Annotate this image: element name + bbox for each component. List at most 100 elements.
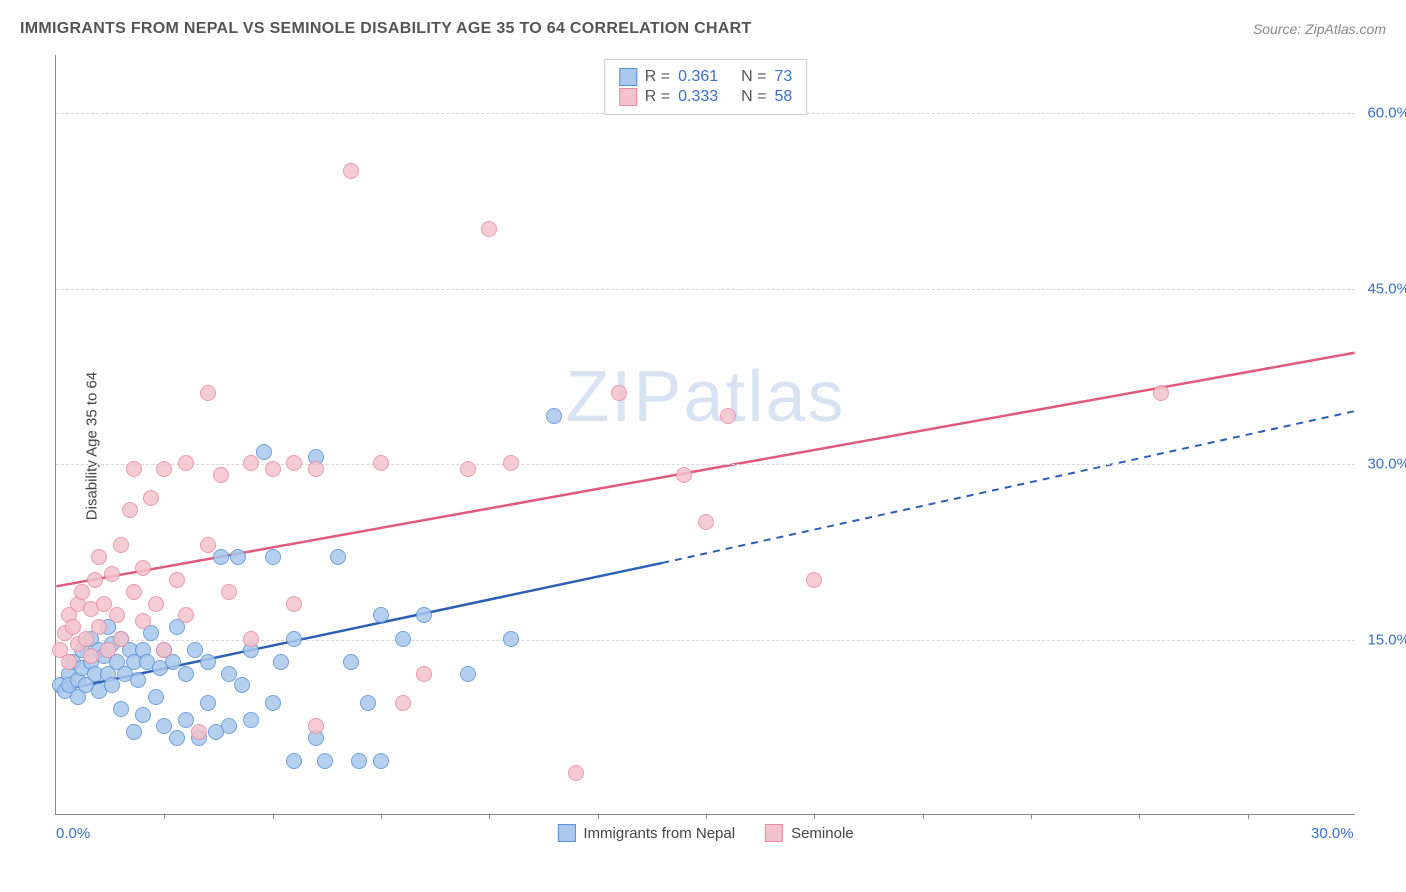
data-point	[200, 654, 216, 670]
data-point	[178, 607, 194, 623]
x-tick-mark	[164, 814, 165, 819]
data-point	[230, 549, 246, 565]
data-point	[169, 572, 185, 588]
data-point	[317, 753, 333, 769]
legend-label: Seminole	[791, 825, 854, 842]
data-point	[126, 461, 142, 477]
legend-swatch	[557, 824, 575, 842]
data-point	[83, 648, 99, 664]
data-point	[221, 718, 237, 734]
data-point	[243, 631, 259, 647]
data-point	[568, 765, 584, 781]
y-tick-label: 30.0%	[1367, 456, 1406, 473]
x-tick-label: 0.0%	[56, 825, 90, 842]
data-point	[113, 537, 129, 553]
data-point	[156, 461, 172, 477]
gridline	[56, 289, 1355, 290]
data-point	[135, 560, 151, 576]
data-point	[104, 677, 120, 693]
chart-area: ZIPatlas R =0.361N =73R =0.333N =58 Immi…	[55, 55, 1355, 815]
data-point	[265, 549, 281, 565]
legend-swatch	[765, 824, 783, 842]
data-point	[113, 701, 129, 717]
data-point	[143, 490, 159, 506]
data-point	[360, 695, 376, 711]
data-point	[96, 596, 112, 612]
data-point	[416, 607, 432, 623]
data-point	[676, 467, 692, 483]
trend-lines-layer	[56, 55, 1355, 814]
data-point	[65, 619, 81, 635]
data-point	[200, 537, 216, 553]
data-point	[416, 666, 432, 682]
data-point	[213, 467, 229, 483]
data-point	[91, 549, 107, 565]
data-point	[611, 385, 627, 401]
data-point	[546, 408, 562, 424]
legend-item: Immigrants from Nepal	[557, 824, 735, 842]
data-point	[126, 584, 142, 600]
x-tick-mark	[923, 814, 924, 819]
data-point	[351, 753, 367, 769]
data-point	[503, 631, 519, 647]
data-point	[234, 677, 250, 693]
data-point	[113, 631, 129, 647]
data-point	[373, 753, 389, 769]
data-point	[61, 654, 77, 670]
data-point	[243, 712, 259, 728]
data-point	[286, 596, 302, 612]
data-point	[308, 461, 324, 477]
source-label: Source: ZipAtlas.com	[1253, 21, 1386, 37]
data-point	[265, 461, 281, 477]
data-point	[720, 408, 736, 424]
data-point	[148, 689, 164, 705]
data-point	[100, 642, 116, 658]
data-point	[200, 385, 216, 401]
data-point	[343, 654, 359, 670]
data-point	[286, 753, 302, 769]
data-point	[330, 549, 346, 565]
legend-correlation: R =0.361N =73 R =0.333N =58	[604, 59, 807, 115]
data-point	[78, 631, 94, 647]
data-point	[503, 455, 519, 471]
legend-label: Immigrants from Nepal	[583, 825, 735, 842]
data-point	[74, 584, 90, 600]
y-tick-label: 15.0%	[1367, 631, 1406, 648]
data-point	[178, 712, 194, 728]
chart-title: IMMIGRANTS FROM NEPAL VS SEMINOLE DISABI…	[20, 20, 752, 38]
data-point	[243, 455, 259, 471]
data-point	[178, 455, 194, 471]
x-tick-mark	[273, 814, 274, 819]
legend-item: Seminole	[765, 824, 854, 842]
data-point	[698, 514, 714, 530]
data-point	[109, 607, 125, 623]
x-tick-mark	[814, 814, 815, 819]
data-point	[191, 724, 207, 740]
y-tick-label: 60.0%	[1367, 105, 1406, 122]
data-point	[122, 502, 138, 518]
data-point	[156, 642, 172, 658]
data-point	[343, 163, 359, 179]
y-tick-label: 45.0%	[1367, 280, 1406, 297]
data-point	[156, 718, 172, 734]
x-tick-mark	[706, 814, 707, 819]
legend-row: R =0.361N =73	[619, 68, 792, 86]
x-tick-label: 30.0%	[1311, 825, 1354, 842]
x-tick-mark	[381, 814, 382, 819]
data-point	[169, 730, 185, 746]
data-point	[460, 461, 476, 477]
x-tick-mark	[489, 814, 490, 819]
legend-row: R =0.333N =58	[619, 88, 792, 106]
legend-swatch	[619, 88, 637, 106]
data-point	[200, 695, 216, 711]
data-point	[221, 666, 237, 682]
x-tick-mark	[1139, 814, 1140, 819]
data-point	[273, 654, 289, 670]
data-point	[806, 572, 822, 588]
data-point	[178, 666, 194, 682]
data-point	[308, 718, 324, 734]
data-point	[395, 695, 411, 711]
data-point	[256, 444, 272, 460]
data-point	[135, 613, 151, 629]
x-tick-mark	[1248, 814, 1249, 819]
